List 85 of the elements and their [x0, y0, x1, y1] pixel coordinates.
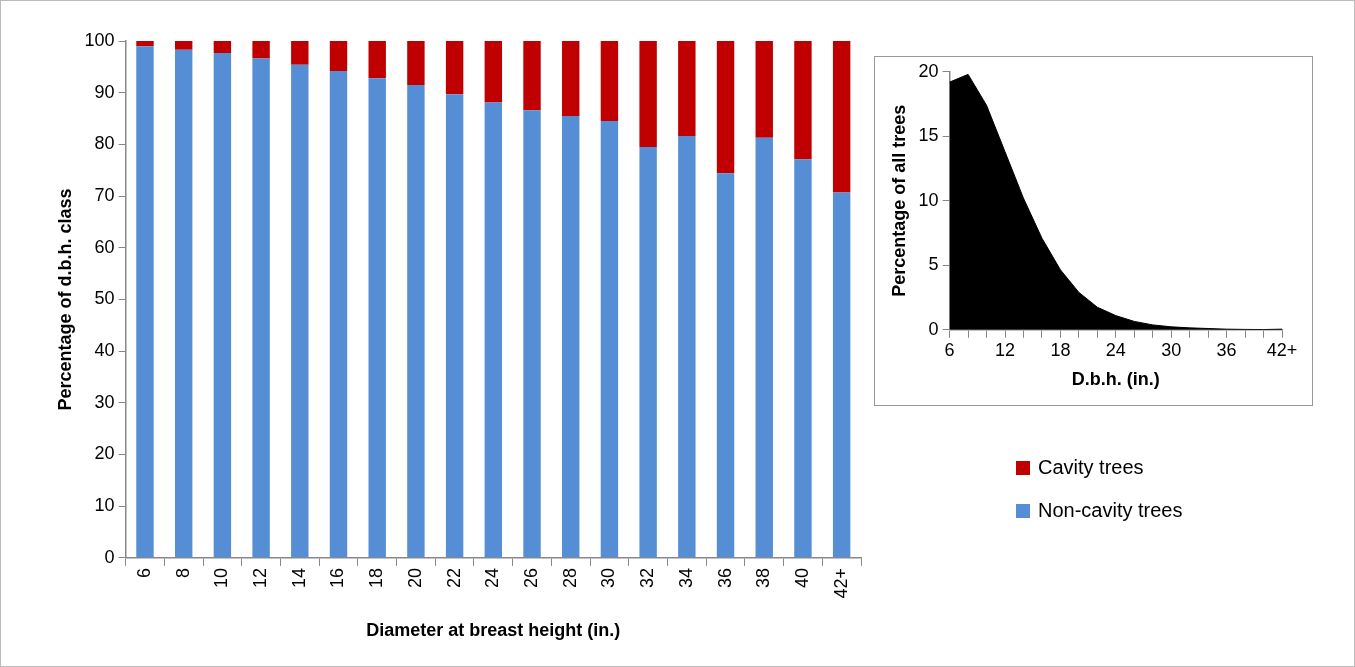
- bar: [794, 159, 812, 558]
- x-tick-label: 38: [753, 567, 774, 588]
- y-axis-title: Percentage of d.b.h. class: [54, 188, 75, 411]
- bar: [484, 41, 503, 103]
- bar: [639, 41, 657, 147]
- x-tick-label: 12: [250, 567, 271, 588]
- x-tick-label: 6: [944, 339, 955, 360]
- x-tick-label: 30: [598, 567, 619, 588]
- x-tick-label: 36: [1216, 339, 1237, 360]
- x-tick-label: 18: [1050, 339, 1071, 360]
- y-tick-label: 70: [94, 185, 115, 206]
- bar: [755, 137, 773, 558]
- bar: [174, 41, 193, 50]
- bar: [639, 146, 657, 558]
- bar: [562, 41, 580, 116]
- bar: [252, 58, 270, 558]
- y-tick-label: 60: [94, 236, 115, 257]
- y-tick-label: 20: [918, 60, 939, 81]
- bar: [445, 94, 464, 558]
- bar: [213, 52, 232, 558]
- bar: [407, 84, 425, 558]
- x-tick-label: 42+: [1266, 339, 1298, 360]
- bar: [755, 41, 773, 138]
- x-tick-label: 30: [1161, 339, 1182, 360]
- bar: [368, 78, 386, 558]
- y-tick-label: 10: [918, 189, 939, 210]
- legend-label: Cavity trees: [1038, 456, 1144, 479]
- bar: [600, 121, 619, 558]
- x-tick-label: 34: [675, 567, 696, 588]
- bar: [329, 70, 348, 558]
- bar: [716, 173, 735, 558]
- y-tick-label: 20: [94, 443, 115, 464]
- x-tick-label: 36: [714, 567, 735, 588]
- y-tick-label: 0: [928, 318, 939, 339]
- x-tick-label: 14: [288, 567, 309, 588]
- bar: [832, 41, 851, 193]
- y-tick-label: 0: [104, 546, 115, 567]
- bar: [291, 41, 309, 65]
- bar: [329, 41, 348, 71]
- y-tick-label: 100: [84, 29, 115, 50]
- bar: [832, 192, 851, 558]
- x-tick-label: 24: [1105, 339, 1126, 360]
- x-tick-label: 24: [482, 567, 503, 588]
- bar: [523, 110, 541, 558]
- x-tick-label: 26: [520, 567, 541, 588]
- bar: [523, 41, 541, 111]
- x-tick-label: 18: [366, 567, 387, 588]
- x-tick-label: 28: [559, 567, 580, 588]
- x-tick-label: 10: [211, 567, 232, 588]
- bar: [678, 136, 696, 558]
- x-tick-label: 8: [172, 567, 193, 578]
- bar: [678, 41, 696, 137]
- bar: [213, 41, 232, 53]
- y-tick-label: 80: [94, 133, 115, 154]
- x-tick-label: 12: [995, 339, 1016, 360]
- y-tick-label: 50: [94, 288, 115, 309]
- x-tick-label: 40: [791, 567, 812, 588]
- x-tick-label: 20: [404, 567, 425, 588]
- bar: [794, 41, 812, 160]
- x-axis-title: D.b.h. (in.): [1071, 369, 1160, 390]
- bar: [174, 49, 193, 558]
- bar: [368, 41, 386, 79]
- y-axis-title: Percentage of all trees: [888, 104, 909, 297]
- bar: [407, 41, 425, 85]
- bar: [716, 41, 735, 174]
- x-tick-label: 32: [637, 567, 658, 588]
- bar: [252, 41, 270, 59]
- bar: [484, 102, 503, 558]
- y-tick-label: 90: [94, 81, 115, 102]
- x-tick-label: 6: [133, 567, 154, 578]
- bar: [445, 41, 464, 95]
- bar: [136, 41, 154, 47]
- bar: [600, 41, 619, 122]
- x-axis-title: Diameter at breast height (in.): [366, 620, 621, 641]
- bar: [562, 115, 580, 558]
- y-tick-label: 5: [928, 254, 939, 275]
- y-tick-label: 30: [94, 391, 115, 412]
- y-tick-label: 15: [918, 125, 939, 146]
- x-tick-label: 22: [443, 567, 464, 588]
- x-tick-label: 42+: [830, 567, 851, 599]
- bar: [136, 46, 154, 558]
- y-tick-label: 10: [94, 495, 115, 516]
- bar: [291, 64, 309, 558]
- legend-label: Non-cavity trees: [1038, 499, 1183, 522]
- x-tick-label: 16: [327, 567, 348, 588]
